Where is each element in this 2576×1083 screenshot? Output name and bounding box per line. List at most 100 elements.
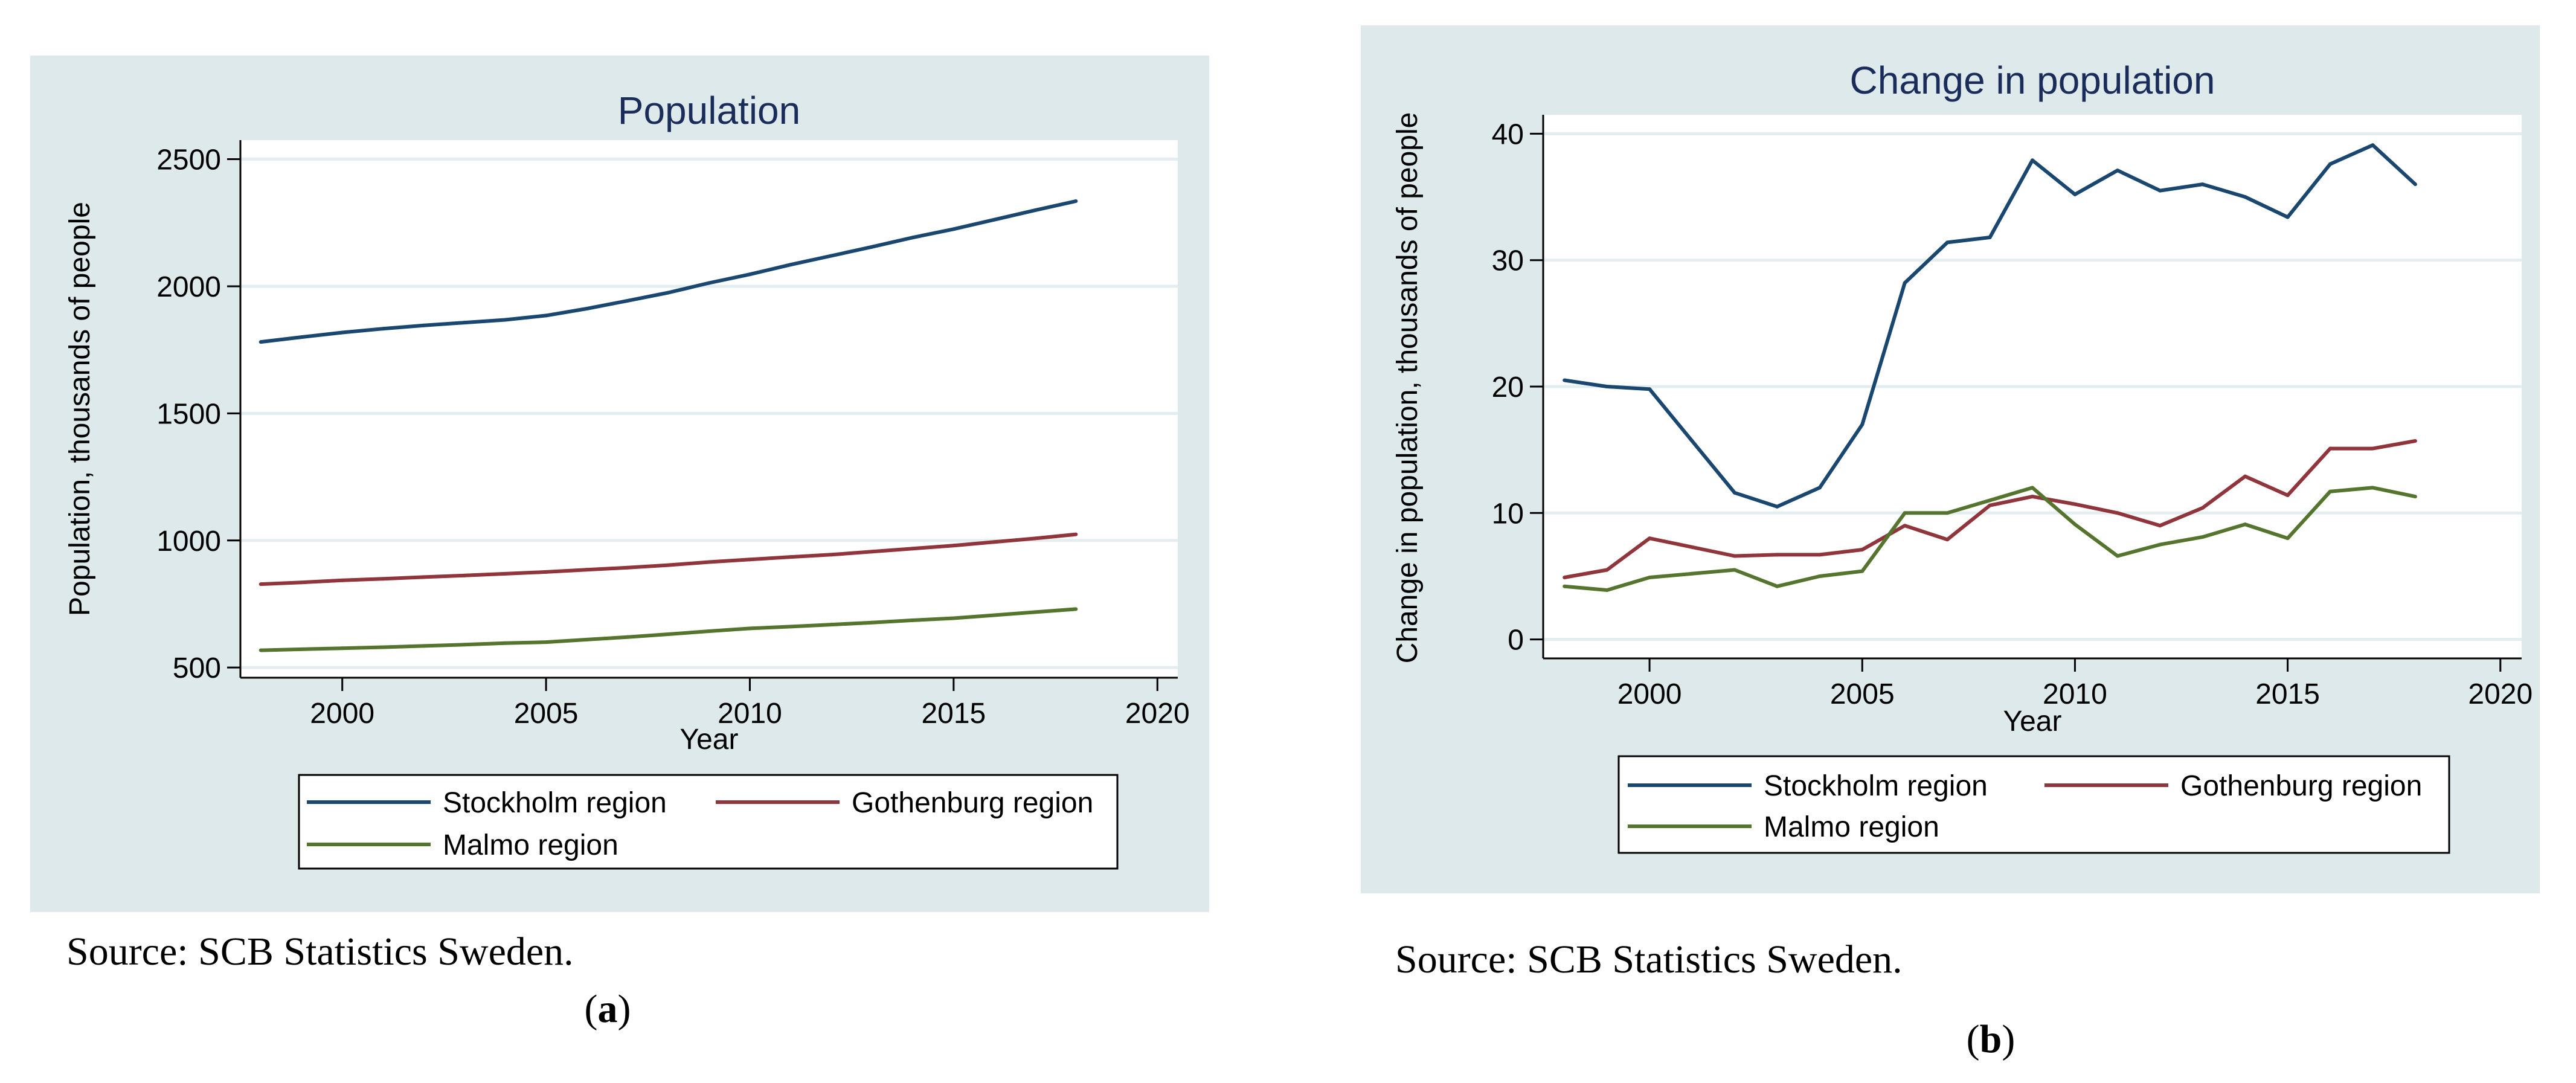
chart-a-series-gothenburg-region-point-2005 xyxy=(544,570,548,574)
chart-b: Change in population 0 10 20 30 40 2000 2005 201… xyxy=(1361,25,2540,1061)
chart-b-series-gothenburg-region-point-2005 xyxy=(1860,548,1865,551)
chart-a-series-malmo-region-point-2007 xyxy=(626,635,630,639)
chart-b-series-stockholm-region-point-2012 xyxy=(2158,188,2162,193)
chart-b-series-gothenburg-region-point-2010 xyxy=(2073,502,2077,506)
chart-b-series-malmo-region-point-2010 xyxy=(2073,522,2077,527)
chart-a-series-malmo-region-point-2017 xyxy=(1033,610,1037,614)
chart-b-series-stockholm-region-point-2016 xyxy=(2328,162,2333,166)
chart-b-series-stockholm-region-point-2007 xyxy=(1945,240,1950,245)
chart-a-series-stockholm-region-point-2011 xyxy=(788,263,792,267)
chart-a-y-axis-label: Population, thousands of people xyxy=(64,202,96,616)
chart-b-caption-close: ) xyxy=(2002,1017,2015,1061)
chart-a-legend-label-stockholm-region: Stockholm region xyxy=(443,787,667,819)
chart-b-series-stockholm-region-point-2003 xyxy=(1775,504,1779,509)
chart-b-series-gothenburg-region-point-2018 xyxy=(2413,439,2417,443)
chart-a-series-gothenburg-region-point-2009 xyxy=(707,560,711,564)
chart-a-series-malmo-region-point-2002 xyxy=(422,644,426,648)
chart-a-y-tick-label-1500: 1500 xyxy=(156,398,221,430)
chart-b-series-gothenburg-region-point-2002 xyxy=(1732,554,1736,558)
chart-b-series-malmo-region-point-2009 xyxy=(2031,486,2034,490)
chart-b-x-tick-label-2010: 2010 xyxy=(2043,678,2107,710)
chart-a-series-malmo-region-point-2004 xyxy=(503,641,507,645)
chart-a-series-stockholm-region-point-2009 xyxy=(707,281,711,285)
chart-b-caption-letter: b xyxy=(1980,1017,2002,1061)
chart-a-series-malmo-region-point-2018 xyxy=(1074,607,1078,611)
chart-a-y-tick-label-2000: 2000 xyxy=(156,271,221,303)
chart-b-legend-label-gothenburg-region: Gothenburg region xyxy=(2180,770,2422,802)
chart-a-series-gothenburg-region-point-2013 xyxy=(870,550,874,554)
chart-b-y-tick-label-0: 0 xyxy=(1508,625,1524,657)
chart-b-series-malmo-region-point-2000 xyxy=(1648,576,1652,580)
chart-b-x-axis-label: Year xyxy=(2003,705,2062,738)
chart-a-y-tick-label-2500: 2500 xyxy=(156,144,221,176)
chart-a-series-malmo-region-point-2013 xyxy=(870,620,874,625)
chart-b-series-malmo-region-point-2003 xyxy=(1775,584,1779,588)
chart-a: Population 500 1000 1500 2000 2500 2000 2005 201… xyxy=(30,56,1209,1031)
chart-b-x-tick-label-2015: 2015 xyxy=(2255,678,2320,710)
chart-b-series-stockholm-region-point-2009 xyxy=(2031,158,2034,162)
chart-b-series-gothenburg-region-point-2012 xyxy=(2158,524,2162,528)
chart-a-series-malmo-region-point-1999 xyxy=(300,647,304,651)
chart-b-series-malmo-region-point-1999 xyxy=(1605,588,1609,592)
chart-a-series-malmo-region-point-2003 xyxy=(463,643,467,647)
chart-a-caption-open: ( xyxy=(585,987,598,1031)
chart-a-series-stockholm-region-point-2018 xyxy=(1074,199,1078,203)
chart-b-series-stockholm-region-point-2005 xyxy=(1860,422,1865,426)
chart-b-series-malmo-region-point-2018 xyxy=(2413,495,2417,499)
chart-b-series-stockholm-region-point-2001 xyxy=(1690,439,1694,443)
chart-b-y-axis-label: Change in population, thousands of peopl… xyxy=(1392,112,1424,664)
chart-b-series-malmo-region-point-2007 xyxy=(1945,511,1950,515)
chart-a-series-malmo-region-point-2000 xyxy=(340,646,344,651)
chart-b-series-malmo-region-point-2011 xyxy=(2115,554,2119,558)
chart-a-series-gothenburg-region-point-2006 xyxy=(585,568,589,572)
chart-b-series-gothenburg-region-point-2015 xyxy=(2285,493,2290,497)
chart-a-series-stockholm-region-point-2006 xyxy=(585,306,589,310)
chart-a-caption-close: ) xyxy=(618,987,631,1031)
chart-a-series-stockholm-region-point-2016 xyxy=(992,217,997,222)
chart-a-legend-label-gothenburg-region: Gothenburg region xyxy=(852,787,1093,819)
chart-b-legend-label-malmo-region: Malmo region xyxy=(1764,811,1939,843)
chart-b-caption-open: ( xyxy=(1967,1017,1980,1061)
chart-b-series-stockholm-region-point-2015 xyxy=(2285,215,2290,219)
chart-a-series-malmo-region-point-2008 xyxy=(666,632,670,637)
chart-b-series-gothenburg-region-point-1999 xyxy=(1605,568,1609,572)
chart-a-series-gothenburg-region-point-2016 xyxy=(992,540,997,544)
chart-b-series-stockholm-region-point-2002 xyxy=(1732,490,1736,495)
chart-b-series-stockholm-region-point-2017 xyxy=(2371,143,2375,147)
chart-b-series-gothenburg-region-point-1998 xyxy=(1563,576,1567,580)
chart-b-series-stockholm-region-point-2011 xyxy=(2115,169,2119,173)
chart-a-series-gothenburg-region-point-2004 xyxy=(503,571,507,576)
chart-a-series-gothenburg-region-point-2003 xyxy=(463,573,467,577)
chart-b-series-malmo-region-point-2015 xyxy=(2285,536,2290,541)
chart-b-series-gothenburg-region-point-2006 xyxy=(1903,524,1907,528)
chart-a-series-gothenburg-region-point-1999 xyxy=(300,580,304,585)
chart-b-series-stockholm-region-point-2018 xyxy=(2413,182,2417,187)
chart-a-series-malmo-region-point-2010 xyxy=(748,626,752,631)
chart-a-series-stockholm-region-point-2000 xyxy=(340,330,344,335)
chart-b-series-stockholm-region-point-2008 xyxy=(1988,236,1992,240)
chart-b-series-gothenburg-region-point-2013 xyxy=(2200,506,2205,510)
chart-a-series-stockholm-region-point-2003 xyxy=(463,321,467,325)
chart-a-series-malmo-region-point-1998 xyxy=(259,648,263,652)
chart-b-series-malmo-region-point-2014 xyxy=(2243,522,2247,527)
chart-b-series-stockholm-region-point-2004 xyxy=(1817,486,1822,490)
chart-a-series-gothenburg-region-point-2001 xyxy=(381,577,385,581)
chart-b-series-malmo-region-point-2006 xyxy=(1903,511,1907,515)
chart-a-series-malmo-region-point-2012 xyxy=(829,623,834,627)
chart-b-series-malmo-region-point-2013 xyxy=(2200,535,2205,539)
chart-a-series-malmo-region-point-2011 xyxy=(788,625,792,629)
chart-a-plot-area xyxy=(240,140,1178,678)
chart-a-series-stockholm-region-point-2008 xyxy=(666,291,670,295)
chart-a-series-gothenburg-region-point-2012 xyxy=(829,553,834,557)
chart-b-y-tick-label-30: 30 xyxy=(1492,245,1524,277)
chart-a-series-malmo-region-point-2014 xyxy=(911,618,915,622)
chart-a-series-malmo-region-point-2009 xyxy=(707,629,711,633)
chart-a-caption-letter: a xyxy=(598,987,618,1031)
chart-b-series-gothenburg-region-point-2007 xyxy=(1945,538,1950,542)
chart-a-series-stockholm-region-point-2004 xyxy=(503,318,507,322)
chart-b-series-gothenburg-region-point-2004 xyxy=(1817,553,1822,557)
chart-b-series-gothenburg-region-point-2016 xyxy=(2328,446,2333,451)
chart-b-series-malmo-region-point-2008 xyxy=(1988,498,1992,503)
chart-a-y-tick-label-1000: 1000 xyxy=(156,525,221,558)
chart-b-caption: (b) xyxy=(1967,1017,2016,1061)
